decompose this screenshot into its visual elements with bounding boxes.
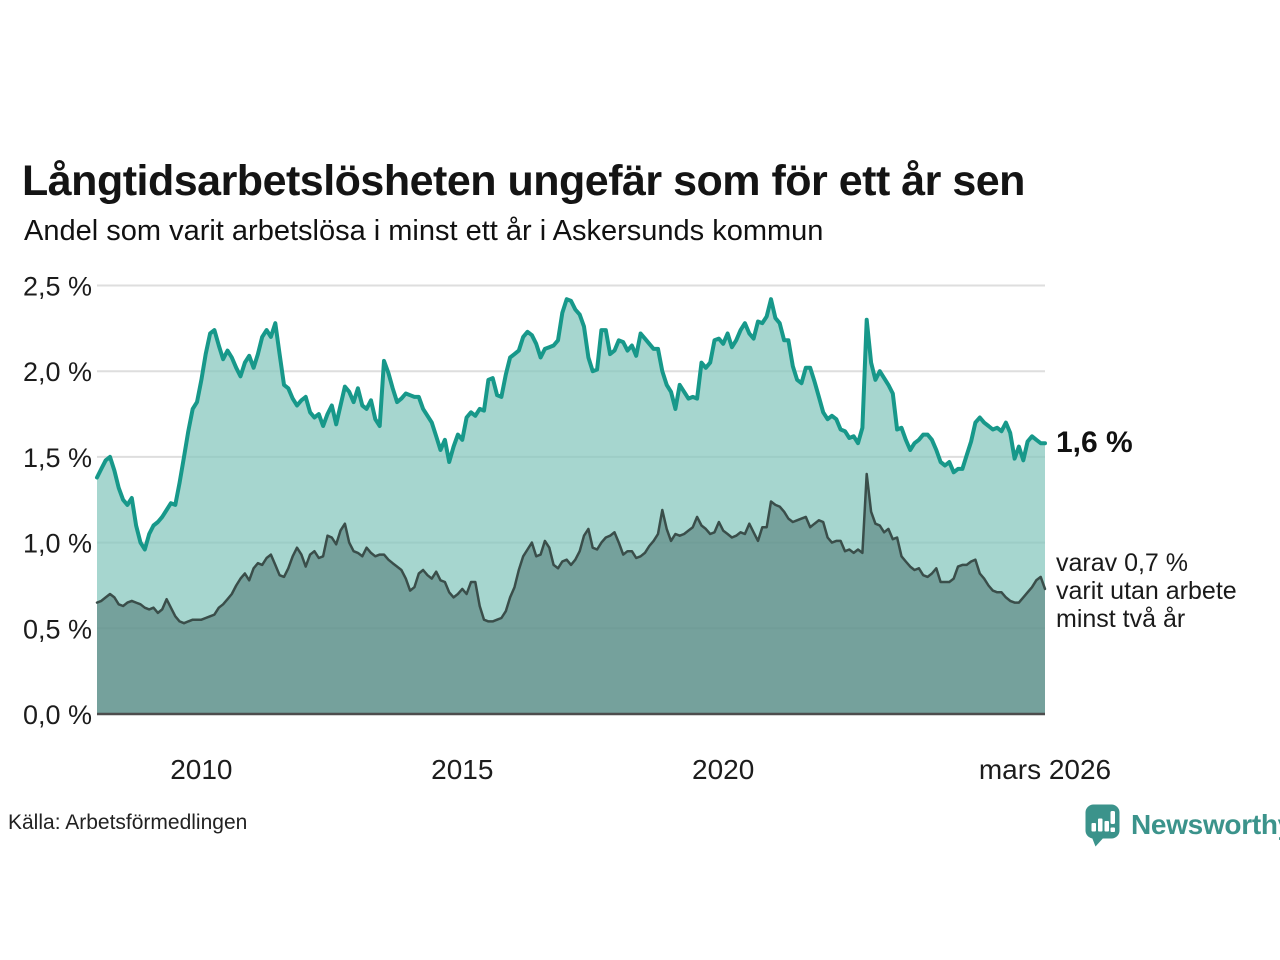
series-areas <box>97 299 1045 714</box>
series-line-1 <box>95 472 1047 625</box>
breakdown-annotation: varav 0,7 % varit utan arbete minst två … <box>1056 549 1237 633</box>
y-tick-label: 0,0 % <box>23 700 92 730</box>
x-axis-labels: 2010 2015 2020 mars 2026 <box>170 754 1111 785</box>
series-lines <box>95 297 1047 625</box>
latest-value-annotation: 1,6 % <box>1056 426 1133 459</box>
x-tick-label: 2020 <box>692 754 754 785</box>
y-axis-labels: 0,0 % 0,5 % 1,0 % 1,5 % 2,0 % 2,5 % <box>23 272 92 731</box>
newsworthy-logo-icon <box>1085 804 1120 847</box>
newsworthy-logo: Newsworthy <box>1084 803 1280 847</box>
newsworthy-logo-text: Newsworthy <box>1131 809 1280 840</box>
series-area-1 <box>97 474 1045 714</box>
series-line-0 <box>95 297 1047 552</box>
x-tick-label: 2015 <box>431 754 493 785</box>
y-tick-label: 1,5 % <box>23 443 92 473</box>
x-tick-label: 2010 <box>170 754 232 785</box>
source-attribution: Källa: Arbetsförmedlingen <box>8 811 248 834</box>
y-tick-label: 2,0 % <box>23 357 92 387</box>
x-tick-label: mars 2026 <box>979 754 1111 785</box>
page-title: Långtidsarbetslösheten ungefär som för e… <box>22 156 1025 205</box>
y-tick-label: 1,0 % <box>23 529 92 559</box>
y-tick-label: 0,5 % <box>23 614 92 644</box>
chart-subtitle: Andel som varit arbetslösa i minst ett å… <box>24 215 824 247</box>
y-tick-label: 2,5 % <box>23 272 92 302</box>
